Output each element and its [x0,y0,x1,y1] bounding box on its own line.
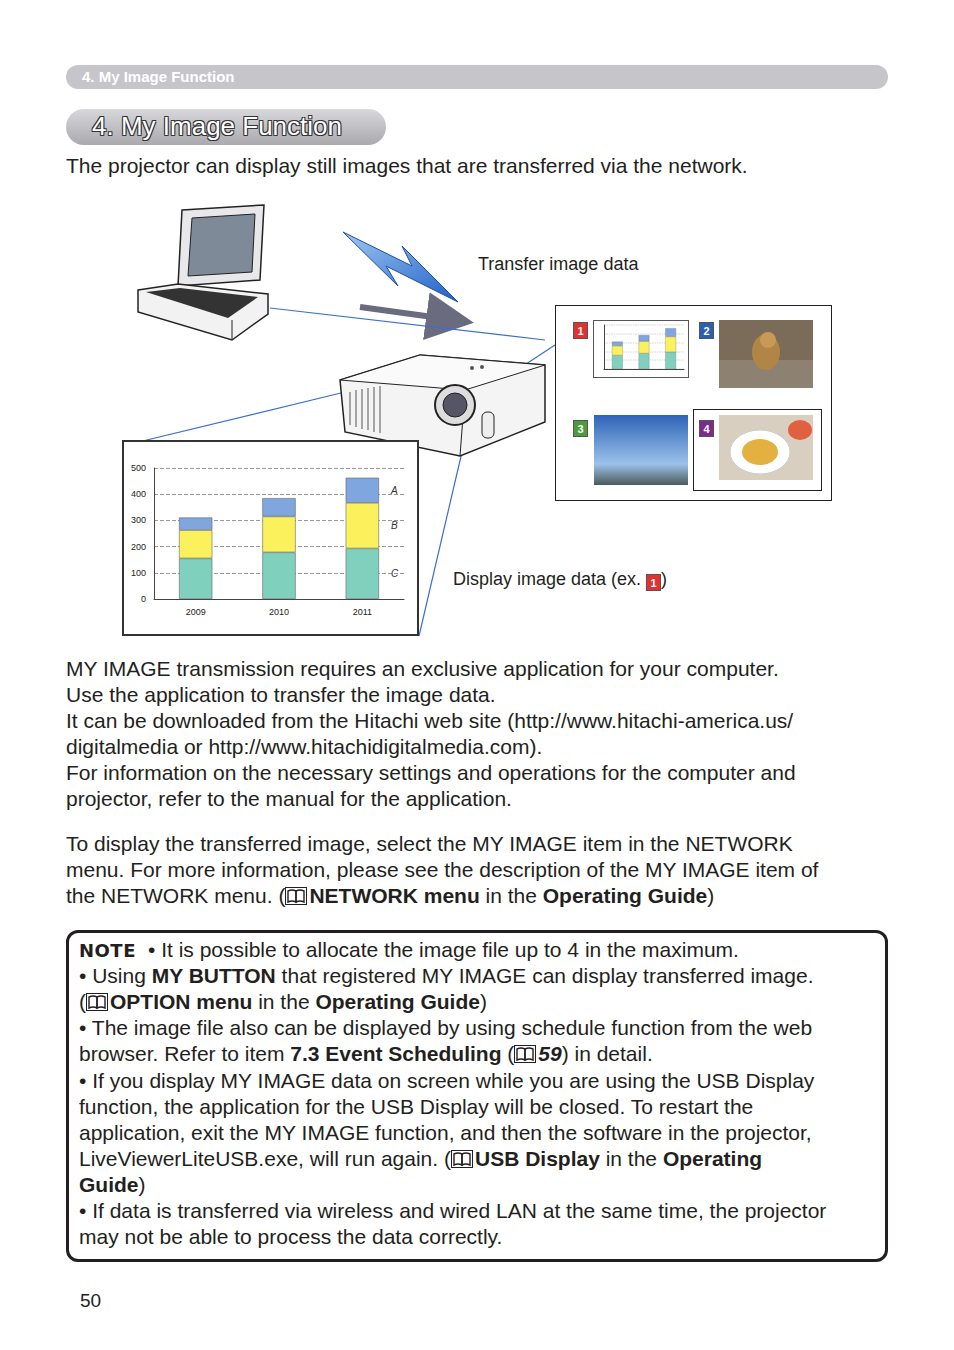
html-text:50: 50 [80,1290,102,1311]
html-text:NOTE: NOTE [79,940,136,961]
html-text:LiveViewerLiteUSB.exe, will ru: LiveViewerLiteUSB.exe, will run again. ( [79,1146,451,1170]
html-text:It can be downloaded from the: It can be downloaded from the Hitachi we… [66,709,794,732]
html-text:Transfer image data: Transfer image data [478,254,639,274]
html-text:The projector can display stil: The projector can display still images t… [66,154,748,177]
svg-text:0: 0 [141,594,146,604]
html-text:• Using MY BUTTON that registe: • Using MY BUTTON that registered MY IMA… [79,964,814,988]
html-text:OPTION menu in the Operating G: OPTION menu in the Operating Guide) [110,990,487,1014]
html-text:menu. For more information, pl: menu. For more information, please see t… [66,858,819,881]
html-text:MY IMAGE transmission requires: MY IMAGE transmission requires an exclus… [66,657,779,680]
svg-text:100: 100 [131,568,146,578]
html-text:the NETWORK menu. (: the NETWORK menu. ( [66,884,286,907]
html-text:4. My Image Function: 4. My Image Function [92,111,342,141]
html-text:4. My Image Function: 4. My Image Function [82,68,235,85]
html-text:• If data is transferred via w: • If data is transferred via wireless an… [79,1199,827,1222]
html-text:To display the transferred ima: To display the transferred image, select… [66,832,793,855]
svg-text:400: 400 [131,489,146,499]
svg-text:2010: 2010 [269,607,289,617]
svg-text:200: 200 [131,542,146,552]
html-text:4: 4 [703,423,710,435]
html-text:• It is possible to allocate t: • It is possible to allocate the image f… [148,938,739,961]
svg-text:C: C [391,568,399,579]
html-text:projector, refer to the manual: projector, refer to the manual for the a… [66,787,512,810]
svg-text:2009: 2009 [186,607,206,617]
svg-text:2011: 2011 [353,607,372,617]
html-text:browser. Refer to item 7.3 Eve: browser. Refer to item 7.3 Event Schedul… [79,1042,515,1066]
html-text:USB Display in the Operating: USB Display in the Operating [475,1146,763,1170]
html-text:2: 2 [703,325,710,337]
html-text:application, exit the MY IMAGE: application, exit the MY IMAGE function,… [79,1120,812,1144]
html-text:For information on the necessa: For information on the necessary setting… [66,761,796,784]
svg-text:A: A [390,485,398,496]
html-text:1: 1 [577,325,584,337]
svg-text:300: 300 [131,515,146,525]
html-text:3: 3 [577,423,584,435]
html-text:• The image file also can be d: • The image file also can be displayed b… [79,1016,813,1040]
html-text:59) in detail.: 59) in detail. [538,1042,653,1066]
html-text:digitalmedia or http://www.hit: digitalmedia or http://www.hitachidigita… [66,735,543,758]
html-text:function, the application for: function, the application for the USB Di… [79,1094,754,1118]
html-text:• If you display MY IMAGE data: • If you display MY IMAGE data on screen… [79,1068,815,1092]
html-text:may not be able to process the: may not be able to process the data corr… [79,1225,503,1249]
html-text:Guide): Guide) [79,1172,146,1196]
svg-text:B: B [391,520,398,531]
html-text:NETWORK menu in the Operating: NETWORK menu in the Operating Guide) [309,884,715,907]
svg-text:500: 500 [131,463,146,473]
html-text:Display image data (ex. 1 ): Display image data (ex. 1 ) [453,569,668,589]
html-text:Use the application to transfe: Use the application to transfer the imag… [66,683,496,706]
